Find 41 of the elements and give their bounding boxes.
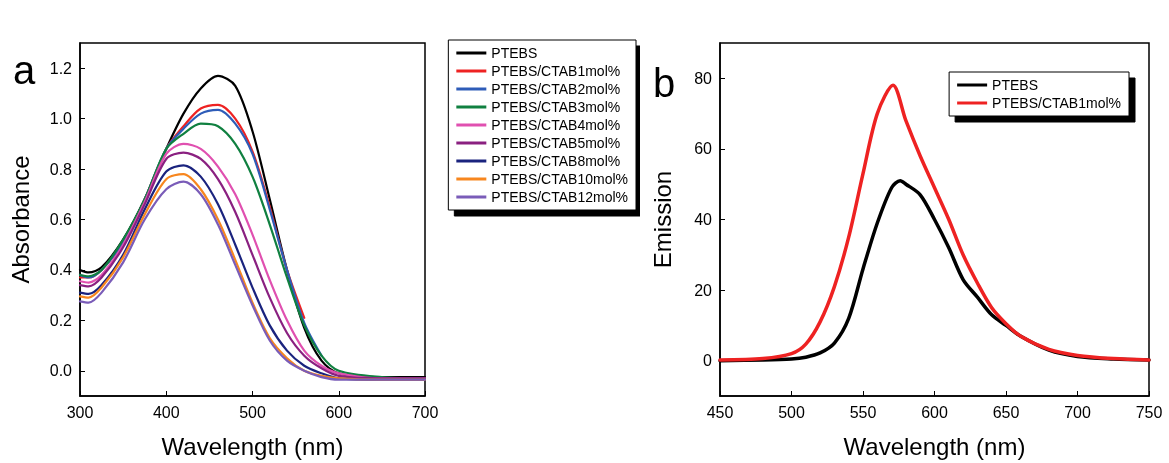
- legend-label: PTEBS/CTAB4mol%: [491, 117, 621, 133]
- y-tick-label: 0.0: [49, 362, 73, 380]
- y-axis-title: Absorbance: [6, 155, 34, 284]
- legend-label: PTEBS/CTAB3mol%: [491, 99, 621, 115]
- y-tick-label: 40: [694, 211, 713, 228]
- x-tick-label: 550: [849, 403, 877, 421]
- legend-label: PTEBS: [992, 77, 1039, 93]
- y-tick-label: 1.2: [49, 59, 73, 77]
- x-tick-label: 700: [411, 403, 439, 421]
- legend-label: PTEBS/CTAB12mol%: [491, 189, 628, 205]
- y-tick-label: 20: [694, 281, 713, 299]
- x-tick-label: 750: [1135, 403, 1163, 421]
- chart-title: b: [653, 61, 676, 105]
- legend-label: PTEBS/CTAB2mol%: [491, 81, 621, 97]
- x-tick-label: 450: [706, 403, 734, 421]
- y-tick-label: 0: [703, 352, 713, 370]
- legend-label: PTEBS/CTAB1mol%: [992, 95, 1122, 111]
- x-axis-title: Wavelength (nm): [161, 432, 344, 460]
- x-axis-title: Wavelength (nm): [843, 432, 1026, 460]
- x-tick-label: 500: [239, 403, 266, 421]
- legend-label: PTEBS/CTAB5mol%: [491, 135, 621, 151]
- legend-label: PTEBS/CTAB1mol%: [491, 63, 621, 79]
- x-tick-label: 600: [325, 403, 353, 421]
- y-tick-label: 0.8: [49, 160, 73, 178]
- chart-title: a: [13, 48, 36, 92]
- x-tick-label: 300: [66, 403, 94, 421]
- x-tick-label: 600: [921, 403, 948, 421]
- x-tick-label: 650: [992, 403, 1020, 421]
- x-tick-label: 500: [778, 403, 805, 421]
- x-tick-label: 700: [1064, 403, 1091, 421]
- y-tick-label: 0.6: [49, 211, 73, 228]
- y-axis-title: Emission: [648, 170, 676, 269]
- y-tick-label: 0.2: [49, 311, 73, 329]
- x-tick-label: 400: [152, 403, 180, 421]
- y-tick-label: 60: [694, 140, 713, 158]
- legend-label: PTEBS/CTAB8mol%: [491, 153, 621, 169]
- y-tick-label: 0.4: [49, 261, 73, 279]
- y-tick-label: 1.0: [49, 110, 73, 128]
- y-tick-label: 80: [694, 69, 713, 87]
- legend-label: PTEBS/CTAB10mol%: [491, 171, 628, 187]
- legend-label: PTEBS: [491, 45, 538, 61]
